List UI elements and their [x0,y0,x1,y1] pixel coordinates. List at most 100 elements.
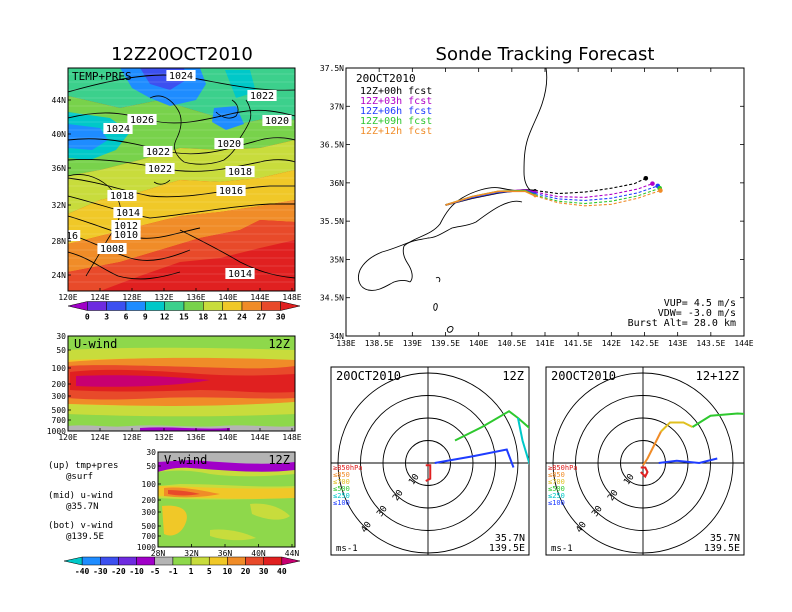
map-colorbar-swatch [280,301,301,311]
track-x-label: 139E [403,339,422,348]
map-colorbar-swatch [145,301,165,311]
legend-note: (up) tmp+pres [48,461,118,471]
map-colorbar-label: 21 [218,313,228,322]
v-wind-time: 12Z [268,453,290,467]
map-colorbar-label: 27 [257,313,267,322]
v-wind-panel: V-wind 12Z 28N 32N 36N 40N 44N 30 50 100 200 300 5… [63,448,301,576]
u-wind-axes: 120E 124E 128E 132E 136E 140E 144E 148E 30 50 100 2… [47,332,302,442]
map-colorbar-label: 30 [276,313,286,322]
v-y-label: 100 [142,480,157,489]
tracking-coastline [357,68,548,333]
hodograph-pressure-legend: ≤100 [333,499,350,507]
hodograph-lat: 35.7N [495,533,525,544]
map-x-label: 148E [282,293,301,302]
map-colorbar-swatch [67,301,88,311]
map-colorbar-label: 6 [124,313,129,322]
map-x-label: 128E [122,293,141,302]
track-y-label: 34.5N [320,294,344,303]
hodograph-units: ms-1 [336,544,358,554]
tracking-title: Sonde Tracking Forecast [436,44,655,65]
legend-note: (bot) v-wind [48,521,113,531]
isobar-label-box [143,146,173,157]
hodograph-segment [660,421,693,433]
hodograph-pressure-legend: ≤850 [333,471,350,479]
track-legend-entry: 12Z+00h fcst [360,86,432,97]
u-x-label: 120E [58,433,77,442]
isobar-label: 1014 [228,269,252,280]
isobar-label-box [97,243,127,254]
hodograph-pressure-legend: ≤250 [333,492,350,500]
map-y-label: 36N [52,164,67,173]
v-colorbar-label: -1 [168,567,178,576]
hodograph-pressure-legend: ≥850hPa [548,464,578,472]
isobar-label: 1020 [265,116,289,127]
map-colorbar-label: 15 [179,313,189,322]
hodograph-frame [330,366,530,556]
track-landing-point [643,175,649,181]
map-colorbar-swatch [125,301,146,311]
v-colorbar-swatch [172,556,192,566]
isobar-label-box [68,230,81,241]
hodograph-segment [658,457,718,465]
isobar-label: 1022 [146,147,170,158]
v-colorbar-label: 1 [189,567,194,576]
v-colorbar-label: 10 [223,567,233,576]
track-x-label: 142.5E [630,339,659,348]
v-colorbar-label: 30 [259,567,269,576]
isobar-label: 1022 [250,91,274,102]
map-x-label: 136E [186,293,205,302]
track-x-label: 143E [668,339,687,348]
hodograph-pressure-legend: ≤700 [548,478,565,486]
track-descent-1 [534,183,653,198]
u-y-label: 50 [56,346,66,355]
surface-map-panel: 1024102210261024102210201022102010181018… [52,67,302,322]
v-y-label: 30 [146,448,156,457]
map-x-label: 124E [90,293,109,302]
v-colorbar-label: 40 [277,567,287,576]
u-y-label: 700 [52,416,67,425]
track-descent-4 [534,189,661,207]
u-y-label: 200 [52,380,67,389]
map-colorbar-swatch [106,301,127,311]
map-colorbar-swatch [261,301,281,311]
v-y-label: 50 [146,462,156,471]
v-y-label: 700 [142,532,157,541]
v-colorbar-label: 5 [207,567,212,576]
map-y-label: 40N [52,130,67,139]
map-colorbar: 0 3 6 9 12 15 18 21 24 27 30 [67,301,301,322]
track-x-label: 141E [535,339,554,348]
v-colorbar-swatch [281,556,301,566]
track-annotation: VDW= -3.0 m/s [658,308,736,319]
track-x-label: 138E [336,339,355,348]
tracking-axes: 138E 138.5E 139E 139.5E 140E 140.5E 141E 141.5E… [320,64,754,348]
isobar-label: 1024 [106,124,130,135]
legend-note: (mid) u-wind [48,491,113,501]
track-x-label: 140E [469,339,488,348]
isobar-label: 1022 [148,164,172,175]
map-panel-label: TEMP+PRES [72,70,132,83]
track-x-label: 139.5E [431,339,460,348]
track-descent-0 [534,177,647,195]
tracking-lines [445,175,663,207]
map-colorbar-label: 24 [237,313,247,322]
hodograph-segment [642,431,662,466]
v-colorbar-swatch [136,556,156,566]
track-y-label: 35N [330,255,345,264]
isobar-label-box [247,90,277,101]
u-y-label: 500 [52,406,67,415]
panel-legend-notes: (up) tmp+pres@surf (mid) u-wind@35.7N (bot… [48,461,118,542]
isobar-label-box [214,138,244,149]
map-colorbar-swatch [183,301,204,311]
hodograph-pressure-legend: ≥850hPa [333,464,363,472]
isobar-label: 1010 [114,230,138,241]
u-x-label: 132E [154,433,173,442]
u-wind-label: U-wind [74,337,117,351]
isobar-label-box [103,123,133,134]
v-colorbar-label: -5 [150,567,160,576]
isobar-label: 16 [66,231,78,242]
tracking-date: 20OCT2010 [356,72,416,85]
v-wind-colorbar: -40 -30 -20 -10 -5 -1 1 5 10 20 30 40 [63,556,301,576]
